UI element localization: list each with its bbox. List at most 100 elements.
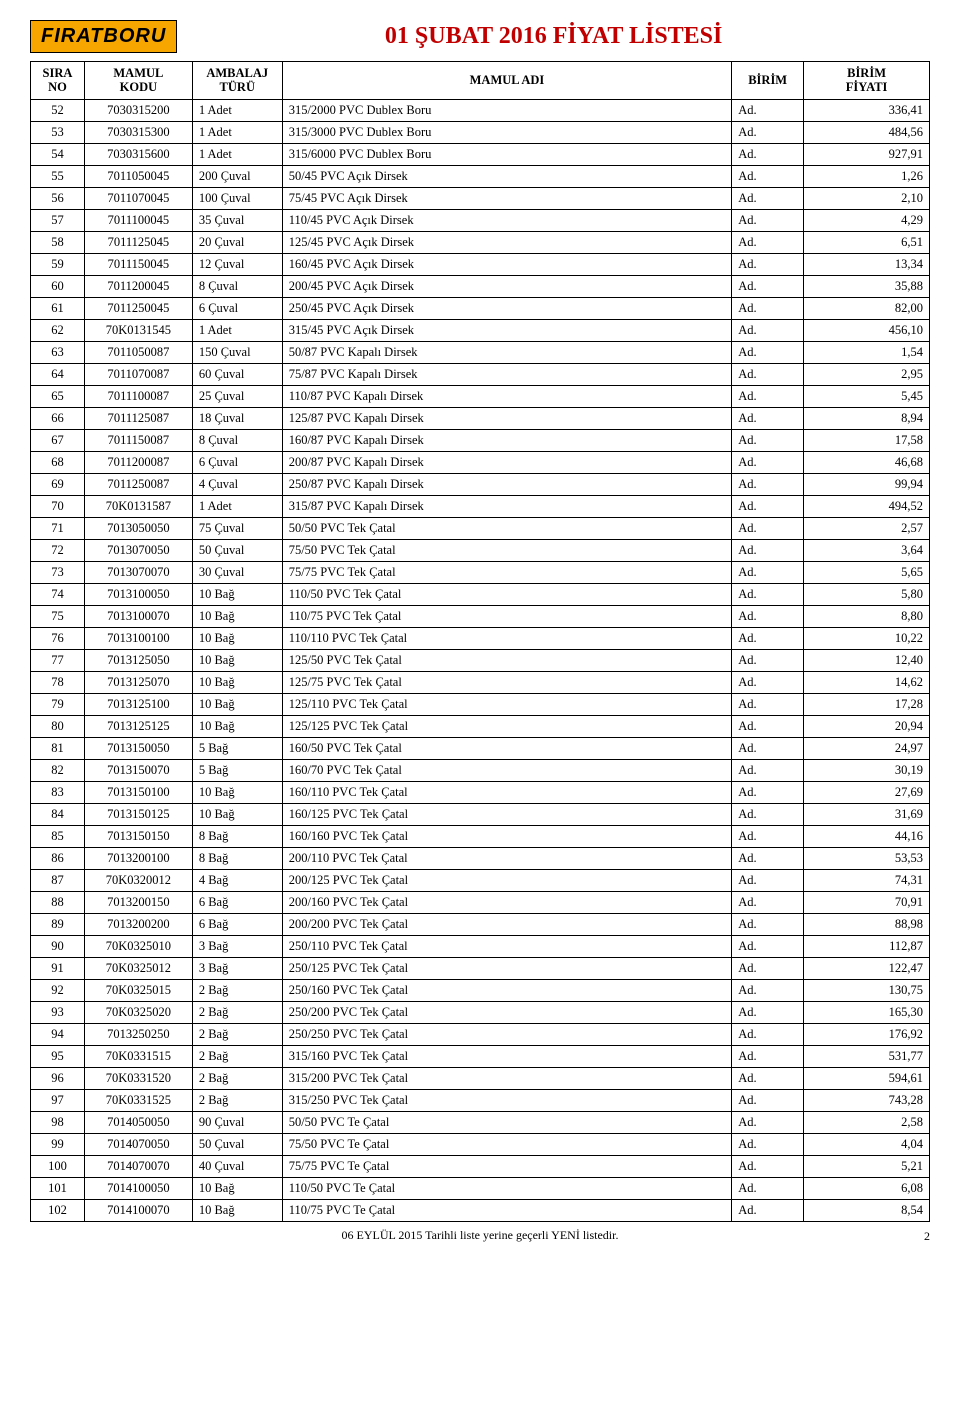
table-cell: 2 Bağ — [192, 1001, 282, 1023]
table-cell: 10 Bağ — [192, 1177, 282, 1199]
table-cell: 315/250 PVC Tek Çatal — [282, 1089, 732, 1111]
table-cell: Ad. — [732, 957, 804, 979]
table-cell: 70K0331525 — [84, 1089, 192, 1111]
table-cell: 100 Çuval — [192, 187, 282, 209]
table-cell: 70K0325015 — [84, 979, 192, 1001]
table-cell: 7013070050 — [84, 539, 192, 561]
table-cell: 315/160 PVC Tek Çatal — [282, 1045, 732, 1067]
table-row: 8670132001008 Bağ200/110 PVC Tek ÇatalAd… — [31, 847, 930, 869]
table-cell: 88 — [31, 891, 85, 913]
table-cell: 8 Bağ — [192, 825, 282, 847]
table-cell: 743,28 — [804, 1089, 930, 1111]
table-cell: 7011125087 — [84, 407, 192, 429]
table-cell: 8 Bağ — [192, 847, 282, 869]
table-cell: Ad. — [732, 385, 804, 407]
table-row: 83701315010010 Bağ160/110 PVC Tek ÇatalA… — [31, 781, 930, 803]
table-cell: 70K0325012 — [84, 957, 192, 979]
table-cell: Ad. — [732, 1023, 804, 1045]
table-cell: Ad. — [732, 1067, 804, 1089]
table-cell: 27,69 — [804, 781, 930, 803]
page-title: 01 ŞUBAT 2016 FİYAT LİSTESİ — [177, 23, 930, 50]
table-cell: 110/75 PVC Tek Çatal — [282, 605, 732, 627]
table-cell: 52 — [31, 99, 85, 121]
table-cell: 7030315300 — [84, 121, 192, 143]
table-row: 71701305005075 Çuval50/50 PVC Tek ÇatalA… — [31, 517, 930, 539]
table-cell: Ad. — [732, 341, 804, 363]
table-cell: 10 Bağ — [192, 627, 282, 649]
table-cell: 130,75 — [804, 979, 930, 1001]
table-cell: 6 Çuval — [192, 297, 282, 319]
table-cell: 98 — [31, 1111, 85, 1133]
table-cell: 5,45 — [804, 385, 930, 407]
table-cell: 50/45 PVC Açık Dirsek — [282, 165, 732, 187]
table-cell: Ad. — [732, 143, 804, 165]
table-cell: 20 Çuval — [192, 231, 282, 253]
table-cell: 336,41 — [804, 99, 930, 121]
table-cell: 7013050050 — [84, 517, 192, 539]
table-cell: 5,21 — [804, 1155, 930, 1177]
table-cell: 200/200 PVC Tek Çatal — [282, 913, 732, 935]
table-cell: 7011100087 — [84, 385, 192, 407]
table-row: 557011050045200 Çuval50/45 PVC Açık Dirs… — [31, 165, 930, 187]
table-cell: 70K0325010 — [84, 935, 192, 957]
table-cell: 1 Adet — [192, 319, 282, 341]
table-cell: 80 — [31, 715, 85, 737]
table-cell: Ad. — [732, 1199, 804, 1221]
table-cell: 10,22 — [804, 627, 930, 649]
table-cell: 531,77 — [804, 1045, 930, 1067]
table-row: 6770111500878 Çuval160/87 PVC Kapalı Dir… — [31, 429, 930, 451]
table-cell: 85 — [31, 825, 85, 847]
table-cell: 10 Bağ — [192, 803, 282, 825]
table-cell: 7014050050 — [84, 1111, 192, 1133]
table-cell: 75/75 PVC Tek Çatal — [282, 561, 732, 583]
table-cell: 1,54 — [804, 341, 930, 363]
table-cell: 87 — [31, 869, 85, 891]
table-cell: Ad. — [732, 935, 804, 957]
table-cell: 7013200200 — [84, 913, 192, 935]
table-row: 79701312510010 Bağ125/110 PVC Tek ÇatalA… — [31, 693, 930, 715]
column-header: BİRİMFİYATI — [804, 62, 930, 100]
table-cell: 99 — [31, 1133, 85, 1155]
table-cell: Ad. — [732, 891, 804, 913]
table-cell: 84 — [31, 803, 85, 825]
table-cell: 7013125070 — [84, 671, 192, 693]
table-cell: Ad. — [732, 649, 804, 671]
table-cell: 594,61 — [804, 1067, 930, 1089]
table-cell: Ad. — [732, 253, 804, 275]
table-cell: 83 — [31, 781, 85, 803]
table-cell: 7011100045 — [84, 209, 192, 231]
price-table: SIRANOMAMULKODUAMBALAJTÜRÜMAMUL ADIBİRİM… — [30, 61, 930, 1222]
table-cell: 35,88 — [804, 275, 930, 297]
table-cell: 7011200045 — [84, 275, 192, 297]
table-cell: 59 — [31, 253, 85, 275]
table-cell: 1 Adet — [192, 143, 282, 165]
table-cell: 2 Bağ — [192, 1045, 282, 1067]
table-cell: 30,19 — [804, 759, 930, 781]
table-row: 8970132002006 Bağ200/200 PVC Tek ÇatalAd… — [31, 913, 930, 935]
table-row: 8870132001506 Bağ200/160 PVC Tek ÇatalAd… — [31, 891, 930, 913]
table-cell: 10 Bağ — [192, 671, 282, 693]
table-cell: 3 Bağ — [192, 935, 282, 957]
table-cell: Ad. — [732, 1089, 804, 1111]
table-cell: 200 Çuval — [192, 165, 282, 187]
table-cell: 46,68 — [804, 451, 930, 473]
table-row: 9070K03250103 Bağ250/110 PVC Tek ÇatalAd… — [31, 935, 930, 957]
table-cell: 160/70 PVC Tek Çatal — [282, 759, 732, 781]
table-cell: 165,30 — [804, 1001, 930, 1023]
table-cell: 70K0331520 — [84, 1067, 192, 1089]
table-cell: 54 — [31, 143, 85, 165]
table-cell: 77 — [31, 649, 85, 671]
table-cell: 10 Bağ — [192, 715, 282, 737]
table-row: 76701310010010 Bağ110/110 PVC Tek ÇatalA… — [31, 627, 930, 649]
table-cell: 7013150125 — [84, 803, 192, 825]
table-cell: 35 Çuval — [192, 209, 282, 231]
table-cell: 67 — [31, 429, 85, 451]
table-cell: 92 — [31, 979, 85, 1001]
table-cell: 65 — [31, 385, 85, 407]
table-cell: 122,47 — [804, 957, 930, 979]
table-cell: 125/50 PVC Tek Çatal — [282, 649, 732, 671]
table-cell: 2 Bağ — [192, 1023, 282, 1045]
table-cell: 110/50 PVC Tek Çatal — [282, 583, 732, 605]
table-cell: 62 — [31, 319, 85, 341]
table-cell: 7013100070 — [84, 605, 192, 627]
